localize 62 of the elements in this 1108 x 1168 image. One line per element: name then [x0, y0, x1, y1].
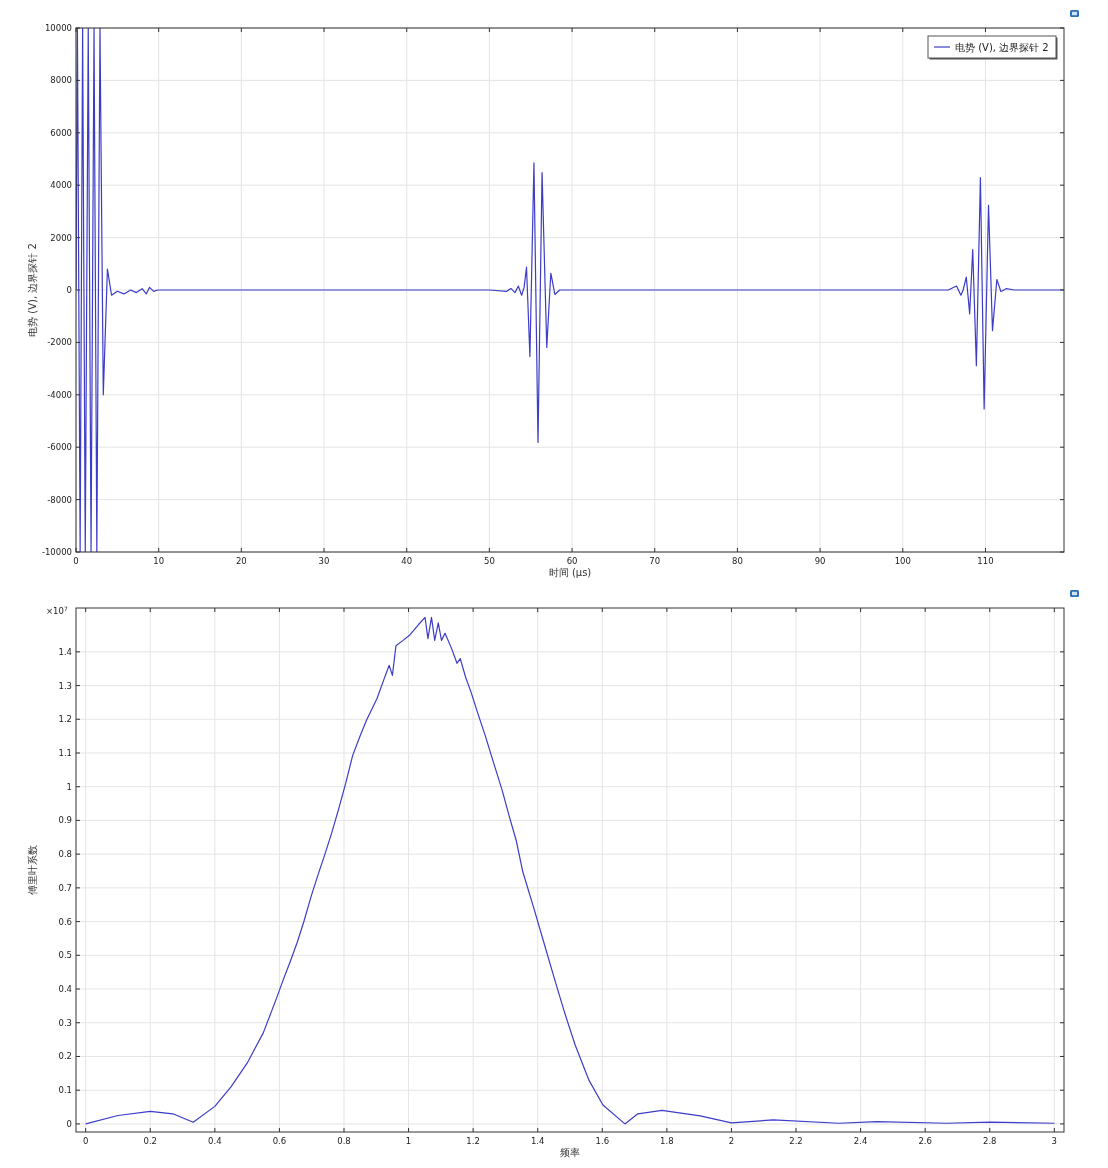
y-tick-label: 0.2 — [58, 1051, 72, 1062]
y-tick-label: -10000 — [41, 547, 72, 557]
x-tick-label: 0.6 — [272, 1136, 287, 1146]
y-tick-label: -2000 — [47, 337, 72, 348]
x-tick-label: 2 — [728, 1136, 735, 1146]
x-tick-label: 2.6 — [918, 1136, 932, 1146]
y-tick-label: -8000 — [47, 494, 72, 505]
x-tick-label: 2.2 — [789, 1136, 803, 1146]
x-tick-label: 0 — [73, 556, 79, 566]
y-tick-label: 0.9 — [58, 815, 72, 826]
x-tick-label: 2.4 — [853, 1136, 868, 1146]
x-tick-label: 30 — [318, 556, 330, 566]
line-series — [85, 616, 1055, 1125]
x-tick-label: 0.4 — [208, 1136, 222, 1146]
text: ×10$^{7}$ — [46, 604, 68, 616]
y-tick-label: 0.8 — [58, 849, 72, 860]
y-tick-label: 4000 — [50, 180, 72, 191]
x-tick-label: 50 — [483, 556, 495, 566]
y-tick-label: 8000 — [50, 75, 72, 86]
x-tick-label: 70 — [649, 556, 661, 566]
y-tick-label: 1.1 — [58, 747, 72, 758]
y-tick-label: 0 — [66, 1118, 72, 1129]
y-tick-label: 1.4 — [58, 646, 72, 657]
x-tick-label: 80 — [732, 556, 743, 566]
x-tick-label: 110 — [977, 556, 994, 566]
x-tick-label: 1.8 — [660, 1136, 674, 1146]
y-tick-label: -4000 — [47, 389, 72, 400]
y-tick-label: 0.5 — [58, 950, 72, 961]
x-tick-label: 1.6 — [595, 1136, 610, 1146]
y-axis-title: 电势 (V), 边界探针 2 — [27, 243, 38, 337]
y-tick-label: 1 — [66, 781, 72, 792]
x-tick-label: 10 — [153, 556, 165, 566]
x-tick-label: 1.4 — [530, 1136, 545, 1146]
x-tick-label: 60 — [566, 556, 578, 566]
y-tick-label: -6000 — [47, 442, 72, 453]
y-tick-label: 0.6 — [58, 916, 72, 927]
y-axis-title: 傅里叶系数 — [27, 845, 38, 895]
x-tick-label: 1.2 — [466, 1136, 480, 1146]
x-tick-label: 100 — [894, 556, 911, 566]
line-series — [76, 28, 1064, 552]
x-axis-title: 时间 (µs) — [548, 567, 592, 578]
y-tick-label: 0.1 — [58, 1085, 72, 1096]
y-tick-label: 0.3 — [58, 1017, 72, 1028]
x-tick-label: 1 — [405, 1136, 412, 1146]
x-tick-label: 3 — [1051, 1136, 1058, 1146]
y-tick-label: 0.7 — [58, 882, 72, 893]
legend-label: 电势 (V), 边界探针 2 — [955, 41, 1049, 53]
y-tick-label: 0 — [66, 285, 72, 295]
x-tick-label: 2.8 — [982, 1136, 997, 1146]
x-tick-label: 40 — [401, 556, 413, 566]
x-axis-title: 频率 — [560, 1147, 580, 1158]
y-tick-label: 10000 — [44, 23, 72, 33]
y-tick-label: 1.2 — [58, 714, 72, 725]
x-tick-label: 0.2 — [143, 1136, 158, 1146]
x-tick-label: 90 — [814, 556, 826, 566]
x-tick-label: 0 — [82, 1136, 89, 1146]
y-tick-label: 1.3 — [58, 680, 72, 691]
x-tick-label: 0.8 — [337, 1136, 351, 1146]
x-tick-label: 20 — [235, 556, 247, 566]
y-tick-label: 2000 — [50, 232, 72, 243]
y-tick-label: 6000 — [50, 127, 72, 138]
y-tick-label: 0.4 — [58, 984, 72, 995]
